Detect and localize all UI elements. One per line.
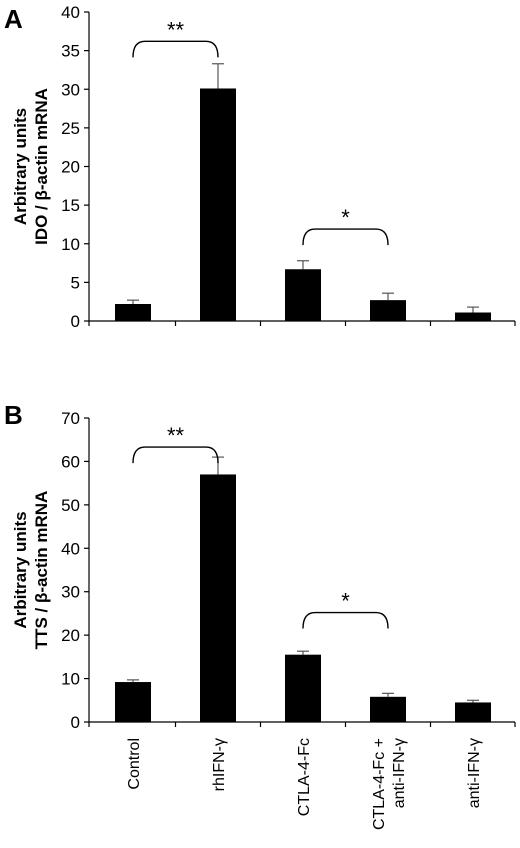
x-tick-label: anti-IFN-γ <box>391 738 408 808</box>
bar <box>285 269 321 321</box>
significance-bracket <box>302 228 389 246</box>
y-tick-label: 40 <box>61 3 80 22</box>
chart-panel-B: B 0 10 20 30 40 50 60 70 Arbitrary units TTS / β-a… <box>4 400 516 732</box>
panel-label: B <box>4 400 23 430</box>
significance-label: ** <box>167 17 185 42</box>
y-axis-label: Arbitrary units TTS / β-actin mRNA <box>11 491 51 650</box>
y-axis-label: Arbitrary units IDO / β-actin mRNA <box>11 88 51 245</box>
y-tick-label: 35 <box>61 42 80 61</box>
y-tick-label: 40 <box>61 539 80 558</box>
y-tick-label: 30 <box>61 583 80 602</box>
x-tick-label: Control <box>126 738 143 790</box>
significance-bracket <box>132 446 219 464</box>
y-tick-label: 50 <box>61 496 80 515</box>
y-tick-label: 0 <box>71 713 80 732</box>
y-tick-label: 60 <box>61 452 80 471</box>
y-axis-label-line: IDO / β-actin mRNA <box>32 88 51 245</box>
y-tick-label: 25 <box>61 119 80 138</box>
y-tick-label: 20 <box>61 158 80 177</box>
y-axis-label-line: Arbitrary units <box>11 108 30 225</box>
x-tick-label: CTLA-4-Fc <box>296 738 313 816</box>
bar <box>115 682 151 722</box>
significance-bracket <box>132 40 219 58</box>
panel-label: A <box>4 4 23 34</box>
significance-bracket <box>302 611 389 629</box>
x-tick-label: rhIFN-γ <box>211 738 228 791</box>
y-tick-label: 10 <box>61 235 80 254</box>
y-tick-label: 0 <box>71 312 80 331</box>
bar <box>370 300 406 321</box>
x-tick-label: CTLA-4-Fc + <box>371 738 388 830</box>
y-tick-label: 5 <box>71 273 80 292</box>
y-tick-label: 70 <box>61 409 80 428</box>
bar <box>370 696 406 722</box>
significance-label: * <box>341 205 350 230</box>
chart-panel-A: A 0 5 10 15 20 25 30 35 40 Arbitrary units IDO / β-… <box>4 3 516 331</box>
y-axis-label-line: Arbitrary units <box>11 511 30 628</box>
y-tick-label: 30 <box>61 80 80 99</box>
y-tick-label: 20 <box>61 626 80 645</box>
bar <box>115 304 151 321</box>
y-tick-label: 10 <box>61 670 80 689</box>
bar <box>285 654 321 722</box>
bar <box>455 312 491 321</box>
y-axis-label-line: TTS / β-actin mRNA <box>32 491 51 650</box>
x-tick-label: anti-IFN-γ <box>466 738 483 808</box>
bar <box>200 88 236 321</box>
bar <box>200 474 236 722</box>
significance-label: * <box>341 589 350 614</box>
y-tick-label: 15 <box>61 196 80 215</box>
significance-label: ** <box>167 423 185 448</box>
bar <box>455 702 491 722</box>
